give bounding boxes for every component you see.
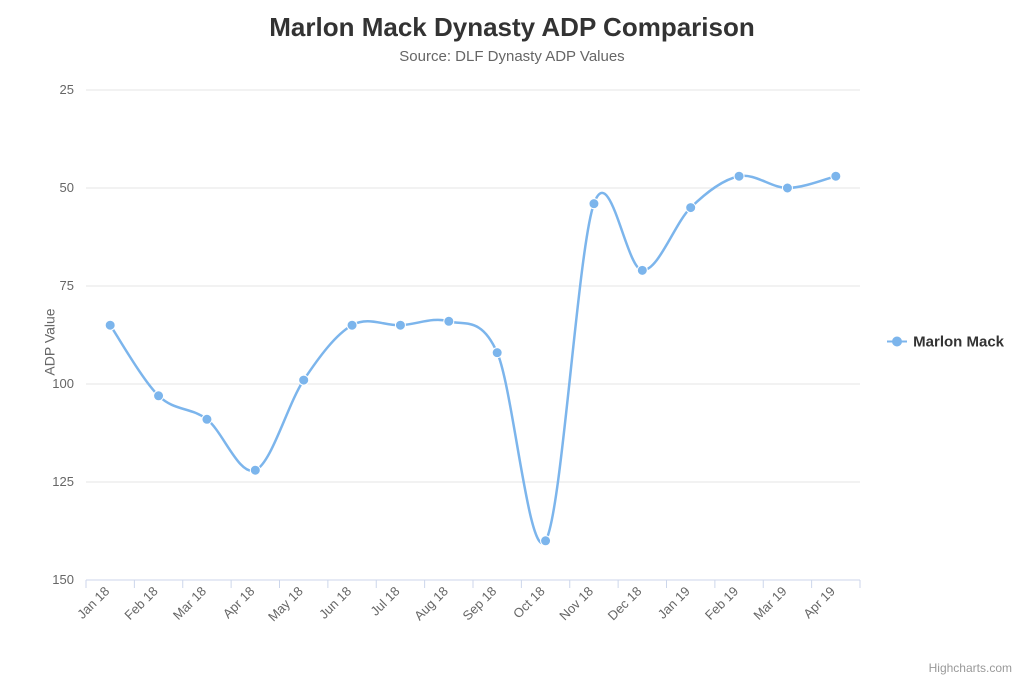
svg-text:Nov 18: Nov 18 — [556, 584, 596, 624]
svg-text:50: 50 — [60, 180, 74, 195]
legend-marker-icon — [887, 335, 907, 349]
svg-text:Jan 18: Jan 18 — [74, 584, 112, 622]
svg-text:25: 25 — [60, 82, 74, 97]
svg-text:Jun 18: Jun 18 — [316, 584, 354, 622]
svg-text:Feb 19: Feb 19 — [702, 584, 741, 623]
svg-text:150: 150 — [52, 572, 74, 587]
chart-subtitle: Source: DLF Dynasty ADP Values — [0, 48, 1024, 65]
svg-text:Aug 18: Aug 18 — [411, 584, 451, 624]
svg-text:100: 100 — [52, 376, 74, 391]
svg-text:Jul 18: Jul 18 — [367, 584, 402, 619]
y-axis-label: ADP Value — [42, 308, 58, 375]
legend-series-label: Marlon Mack — [913, 333, 1004, 350]
svg-text:Mar 19: Mar 19 — [750, 584, 789, 623]
svg-text:Dec 18: Dec 18 — [605, 584, 645, 624]
svg-text:Apr 18: Apr 18 — [220, 584, 258, 622]
svg-text:Oct 18: Oct 18 — [510, 584, 548, 622]
svg-text:Apr 19: Apr 19 — [800, 584, 838, 622]
svg-text:Feb 18: Feb 18 — [121, 584, 160, 623]
credits-label: Highcharts.com — [929, 661, 1012, 675]
chart-container: Marlon Mack Dynasty ADP Comparison Sourc… — [0, 0, 1024, 683]
svg-text:Jan 19: Jan 19 — [655, 584, 693, 622]
chart-svg: 255075100125150Jan 18Feb 18Mar 18Apr 18M… — [0, 0, 1024, 683]
legend[interactable]: Marlon Mack — [887, 333, 1004, 350]
legend-dot-icon — [892, 337, 902, 347]
svg-text:125: 125 — [52, 474, 74, 489]
svg-text:Mar 18: Mar 18 — [170, 584, 209, 623]
svg-text:75: 75 — [60, 278, 74, 293]
chart-title: Marlon Mack Dynasty ADP Comparison — [0, 12, 1024, 43]
svg-text:Sep 18: Sep 18 — [460, 584, 500, 624]
svg-text:May 18: May 18 — [265, 584, 306, 625]
